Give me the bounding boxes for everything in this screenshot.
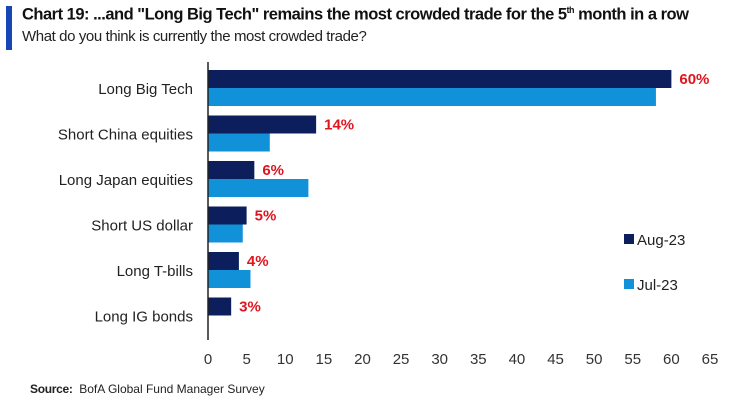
x-tick-label: 35 — [470, 351, 487, 368]
category-label: Long Big Tech — [98, 81, 193, 98]
legend-label-jul-23: Jul-23 — [637, 277, 678, 294]
title-accent-bar — [6, 6, 12, 50]
bar-aug-23-short-china-equities — [208, 115, 317, 134]
chart-title: Chart 19: ...and "Long Big Tech" remains… — [22, 5, 689, 24]
data-label: 3% — [239, 299, 261, 316]
x-tick-label: 0 — [204, 351, 212, 368]
source-note: Source: BofA Global Fund Manager Survey — [30, 382, 265, 396]
bar-aug-23-long-japan-equities — [208, 161, 255, 179]
x-tick-label: 55 — [624, 351, 641, 368]
category-label: Long Japan equities — [59, 172, 193, 189]
x-tick-label: 65 — [702, 351, 719, 368]
category-label: Long IG bonds — [95, 309, 193, 326]
x-tick-label: 40 — [509, 351, 526, 368]
category-label: Short US dollar — [91, 218, 193, 235]
legend-swatch-aug-23 — [624, 234, 634, 244]
x-tick-label: 15 — [316, 351, 333, 368]
x-tick-label: 25 — [393, 351, 410, 368]
bar-aug-23-long-t-bills — [208, 252, 239, 270]
bar-jul-23-long-japan-equities — [208, 179, 309, 197]
bar-aug-23-long-ig-bonds — [208, 297, 232, 316]
bar-jul-23-long-big-tech — [208, 88, 656, 106]
data-label: 14% — [324, 117, 354, 134]
bar-jul-23-short-us-dollar — [208, 224, 243, 243]
legend-label-aug-23: Aug-23 — [637, 232, 685, 249]
legend-swatch-jul-23 — [624, 279, 634, 289]
x-tick-label: 45 — [547, 351, 564, 368]
x-tick-label: 10 — [277, 351, 294, 368]
category-label: Long T-bills — [117, 263, 193, 280]
legend: Aug-23 Jul-23 — [624, 232, 685, 294]
bar-jul-23-long-t-bills — [208, 270, 251, 288]
bar-jul-23-short-china-equities — [208, 133, 270, 152]
data-label: 6% — [262, 162, 284, 179]
bar-aug-23-long-big-tech — [208, 70, 672, 88]
category-label: Short China equities — [58, 127, 193, 144]
x-tick-label: 20 — [354, 351, 371, 368]
data-label: 4% — [247, 253, 269, 270]
chart-subtitle: What do you think is currently the most … — [22, 28, 367, 45]
data-label: 5% — [255, 208, 277, 225]
x-tick-label: 50 — [586, 351, 603, 368]
x-tick-label: 30 — [431, 351, 448, 368]
x-tick-label: 60 — [663, 351, 680, 368]
x-tick-label: 5 — [242, 351, 250, 368]
data-label: 60% — [679, 71, 709, 88]
bar-aug-23-short-us-dollar — [208, 206, 247, 225]
